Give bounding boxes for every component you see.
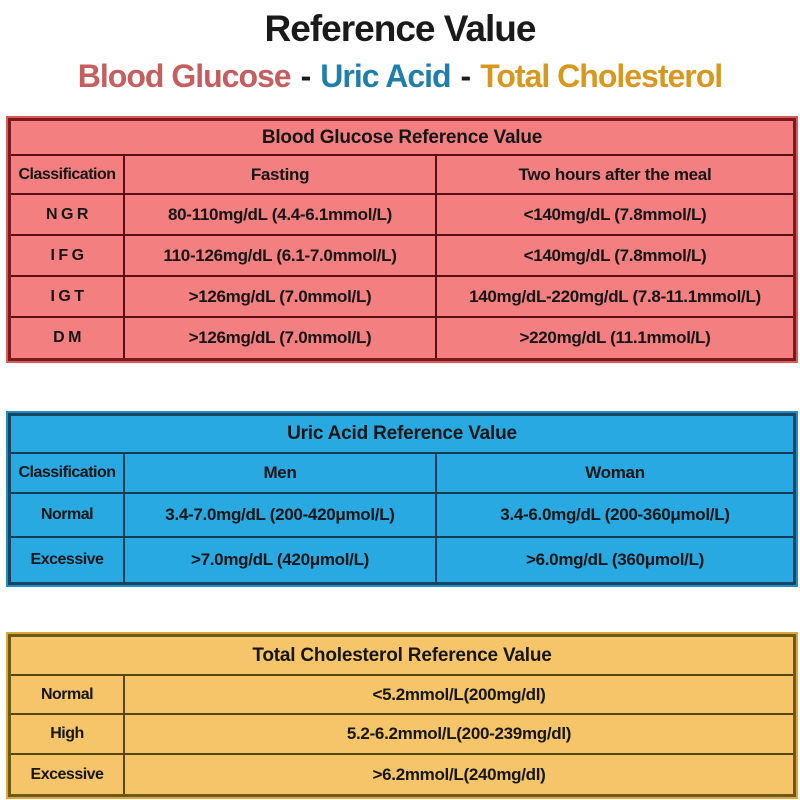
row-label-ifg: I F G <box>11 236 123 275</box>
row-label-high: High <box>11 715 123 753</box>
column-header-two-hours-after-meal: Two hours after the meal <box>437 156 793 193</box>
value-cell: >6.2mmol/L(240mg/dl) <box>125 755 793 794</box>
subtitle-separator: - <box>300 58 312 94</box>
row-label-ngr: N G R <box>11 195 123 234</box>
column-header-classification: Classification <box>11 156 123 193</box>
blood-glucose-table: Blood Glucose Reference Value Classifica… <box>6 116 798 363</box>
value-cell: 5.2-6.2mmol/L(200-239mg/dl) <box>125 715 793 753</box>
subtitle-blood-glucose: Blood Glucose <box>77 58 292 94</box>
total-cholesterol-table: Total Cholesterol Reference Value Normal… <box>6 632 798 799</box>
value-cell: >7.0mg/dL (420μmol/L) <box>125 538 435 582</box>
uric-acid-table-title: Uric Acid Reference Value <box>11 416 793 452</box>
value-cell: >126mg/dL (7.0mmol/L) <box>125 277 435 316</box>
subtitle-separator: - <box>460 58 472 94</box>
subtitle-uric-acid: Uric Acid <box>320 58 451 94</box>
value-cell: 80-110mg/dL (4.4-6.1mmol/L) <box>125 195 435 234</box>
value-cell: 110-126mg/dL (6.1-7.0mmol/L) <box>125 236 435 275</box>
row-label-normal: Normal <box>11 676 123 713</box>
value-cell: 3.4-7.0mg/dL (200-420μmol/L) <box>125 494 435 536</box>
column-header-men: Men <box>125 454 435 492</box>
uric-acid-table: Uric Acid Reference Value Classification… <box>6 411 798 587</box>
row-label-normal: Normal <box>11 494 123 536</box>
row-label-igt: I G T <box>11 277 123 316</box>
blood-glucose-table-title: Blood Glucose Reference Value <box>11 121 793 154</box>
total-cholesterol-table-title: Total Cholesterol Reference Value <box>11 637 793 674</box>
value-cell: 140mg/dL-220mg/dL (7.8-11.1mmol/L) <box>437 277 793 316</box>
row-label-excessive: Excessive <box>11 538 123 582</box>
value-cell: >126mg/dL (7.0mmol/L) <box>125 318 435 358</box>
row-label-excessive: Excessive <box>11 755 123 794</box>
value-cell: <140mg/dL (7.8mmol/L) <box>437 195 793 234</box>
value-cell: >6.0mg/dL (360μmol/L) <box>437 538 793 582</box>
subtitle: Blood Glucose - Uric Acid - Total Cholestero… <box>0 58 800 95</box>
column-header-classification: Classification <box>11 454 123 492</box>
row-label-dm: D M <box>11 318 123 358</box>
page-title: Reference Value <box>264 8 537 49</box>
value-cell: <5.2mmol/L(200mg/dl) <box>125 676 793 713</box>
value-cell: 3.4-6.0mg/dL (200-360μmol/L) <box>437 494 793 536</box>
column-header-fasting: Fasting <box>125 156 435 193</box>
subtitle-total-cholesterol: Total Cholesterol <box>480 58 723 94</box>
column-header-woman: Woman <box>437 454 793 492</box>
value-cell: <140mg/dL (7.8mmol/L) <box>437 236 793 275</box>
value-cell: >220mg/dL (11.1mmol/L) <box>437 318 793 358</box>
